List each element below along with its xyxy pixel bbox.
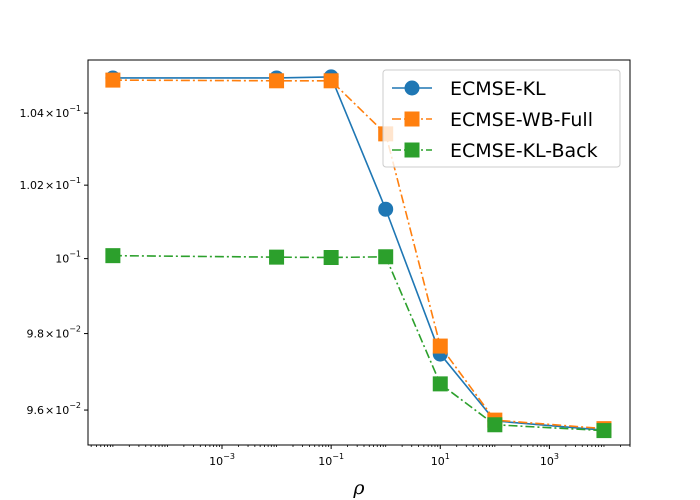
y-tick-label-base: 10 bbox=[55, 328, 69, 341]
y-tick-label-times: × bbox=[45, 328, 54, 341]
x-tick-label-base: 10 bbox=[540, 455, 554, 468]
x-tick-label-base: 10 bbox=[431, 455, 445, 468]
y-tick-label: 10−1 bbox=[55, 250, 81, 266]
data-point bbox=[323, 250, 339, 266]
x-tick-label-exponent: −1 bbox=[332, 452, 344, 461]
y-tick-label-mantissa: 9.6 bbox=[26, 404, 44, 417]
legend-label: ECMSE-WB-Full bbox=[450, 109, 593, 131]
data-point bbox=[105, 72, 121, 88]
data-point bbox=[378, 249, 394, 265]
legend: ECMSE-KL ECMSE-WB-Full ECMSE-KL-Back bbox=[382, 69, 621, 168]
y-tick-label-base: 10 bbox=[55, 404, 69, 417]
data-point bbox=[378, 201, 394, 217]
x-tick-label: 101 bbox=[431, 452, 450, 468]
series-ecmse-kl-back bbox=[105, 248, 612, 439]
data-point bbox=[323, 73, 339, 89]
y-tick-label-exponent: −1 bbox=[69, 176, 81, 185]
x-tick-label: 10−1 bbox=[318, 452, 344, 468]
y-tick-label-base: 10 bbox=[55, 107, 69, 120]
y-tick-label-mantissa: 1.04 bbox=[19, 107, 44, 120]
y-tick-label: 1.04×10−1 bbox=[19, 104, 81, 120]
y-tick-label: 9.6×10−2 bbox=[26, 401, 81, 417]
x-tick-label-exponent: 3 bbox=[554, 452, 559, 461]
data-point bbox=[105, 248, 121, 264]
x-tick-label-exponent: 1 bbox=[445, 452, 450, 461]
y-tick-label-times: × bbox=[45, 107, 54, 120]
legend-marker bbox=[404, 111, 420, 127]
y-tick-label: 9.8×10−2 bbox=[26, 325, 81, 341]
data-point bbox=[269, 249, 285, 265]
x-tick-label: 10−3 bbox=[209, 452, 235, 468]
data-point bbox=[487, 417, 503, 433]
y-tick-label-exponent: −1 bbox=[69, 250, 81, 259]
x-tick-label-base: 10 bbox=[209, 455, 223, 468]
legend-label: ECMSE-KL bbox=[450, 78, 546, 100]
x-axis-ticks: 10−3 10−1 101 103 bbox=[90, 445, 631, 468]
x-tick-label-exponent: −3 bbox=[223, 452, 235, 461]
legend-marker bbox=[404, 80, 420, 96]
data-point bbox=[432, 376, 448, 392]
y-tick-label: 1.02×10−1 bbox=[19, 176, 81, 192]
legend-marker bbox=[404, 142, 420, 158]
y-tick-label-mantissa: 1.02 bbox=[19, 179, 44, 192]
y-axis-ticks: 9.6×10−29.8×10−210−11.02×10−11.04×10−1 bbox=[19, 104, 88, 417]
y-tick-label-times: × bbox=[45, 404, 54, 417]
y-tick-label-times: × bbox=[45, 179, 54, 192]
data-point bbox=[596, 423, 612, 439]
plot-area-frame bbox=[87, 59, 631, 446]
y-tick-label-base: 10 bbox=[55, 253, 69, 266]
legend-label: ECMSE-KL-Back bbox=[450, 140, 598, 162]
series-layer bbox=[105, 69, 612, 439]
x-tick-label-base: 10 bbox=[318, 455, 332, 468]
y-tick-label-mantissa: 9.8 bbox=[26, 328, 44, 341]
y-tick-label-base: 10 bbox=[55, 179, 69, 192]
x-tick-label: 103 bbox=[540, 452, 559, 468]
legend-box bbox=[382, 69, 621, 168]
x-axis-title: ρ bbox=[352, 477, 365, 499]
data-point bbox=[269, 73, 285, 89]
y-tick-label-exponent: −2 bbox=[69, 325, 81, 334]
data-point bbox=[432, 338, 448, 354]
y-tick-label-exponent: −1 bbox=[69, 104, 81, 113]
y-tick-label-exponent: −2 bbox=[69, 401, 81, 410]
